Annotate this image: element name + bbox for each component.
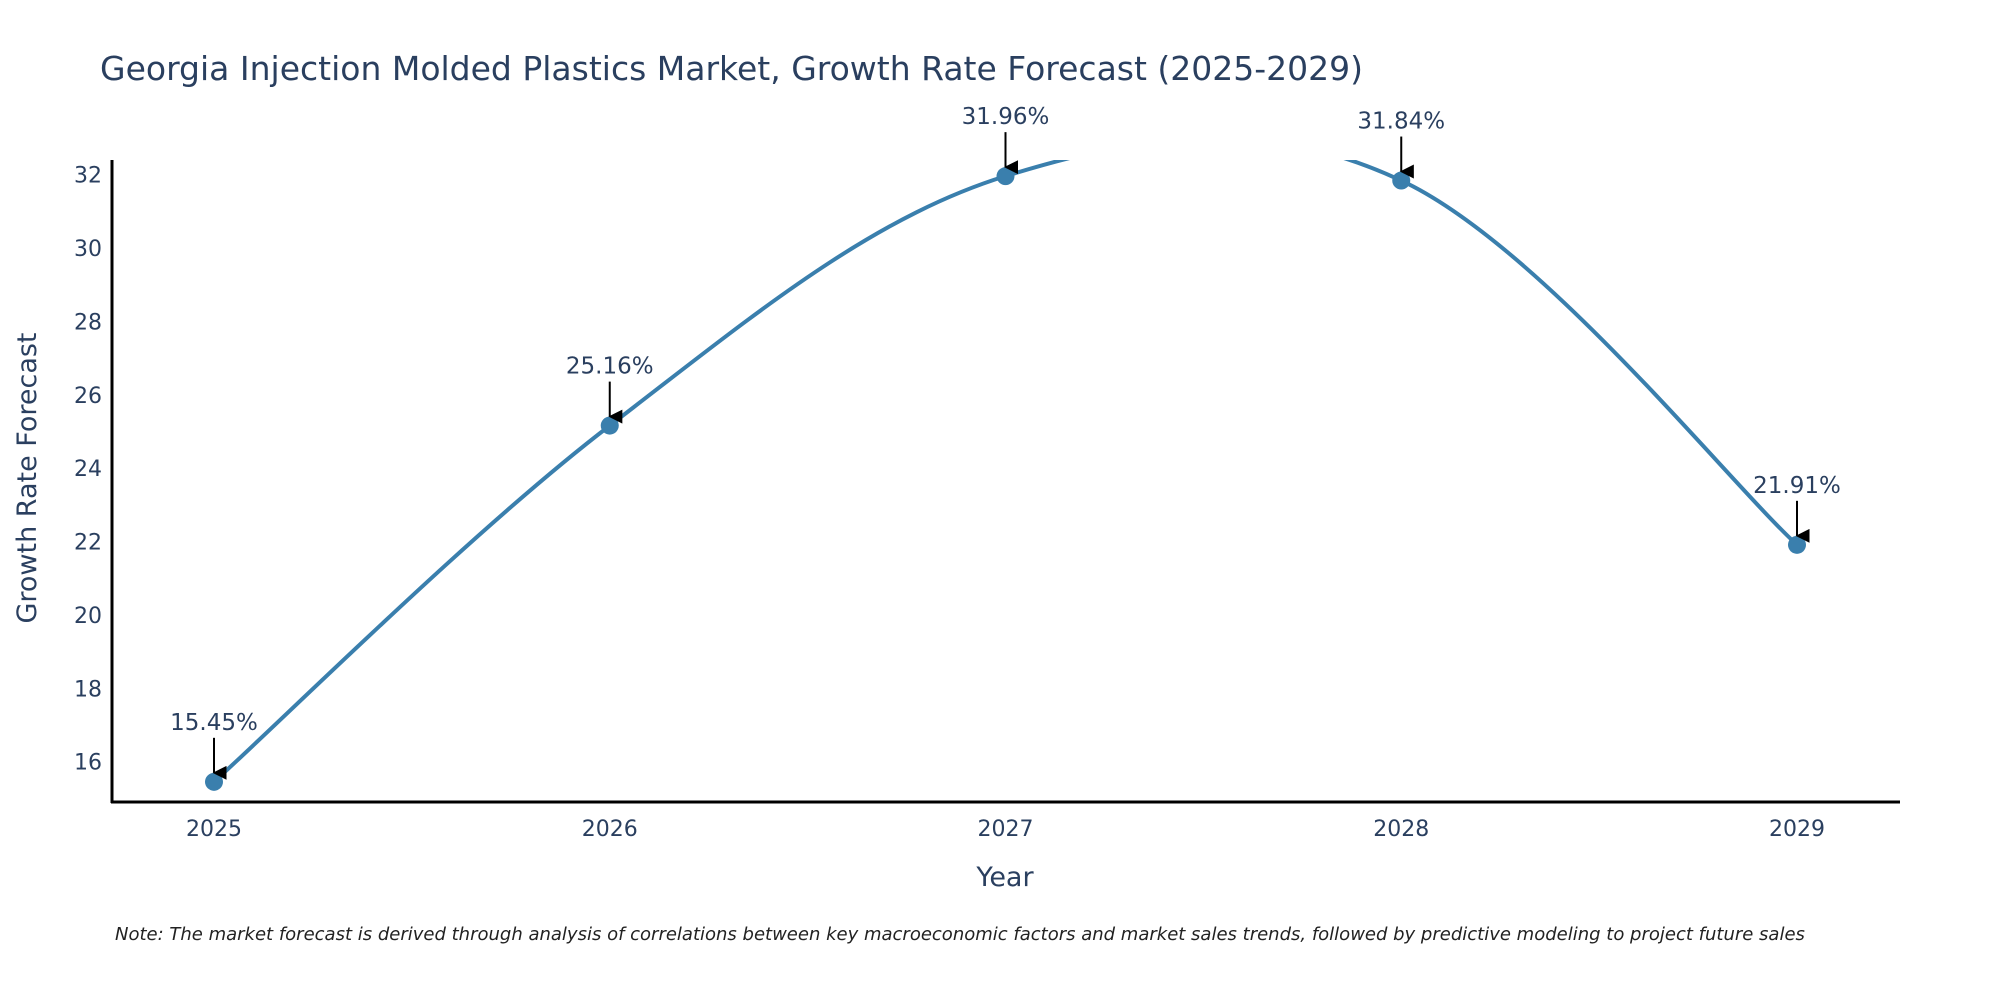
y-tick-label: 26 [74,384,102,409]
x-tick-label: 2028 [1373,817,1429,842]
data-annotations: 15.45% 25.16% 31.96% 31.84% 21.91% [170,104,1841,780]
x-tick-label: 2025 [186,817,242,842]
y-axis-title: Growth Rate Forecast [12,332,43,623]
x-axis-title: Year [975,862,1034,893]
series-line [212,160,1799,784]
y-tick-label: 32 [74,164,102,189]
y-tick-label: 18 [74,677,102,702]
data-point [600,416,619,435]
y-axis-ticks: 16 18 20 22 24 26 28 30 32 [74,164,102,776]
x-tick-label: 2026 [582,817,638,842]
y-tick-label: 30 [74,237,102,262]
data-label: 15.45% [170,710,258,736]
data-point [996,167,1015,186]
data-label: 31.84% [1357,109,1445,135]
footnote: Note: The market forecast is derived thr… [115,924,1805,945]
x-tick-label: 2027 [978,817,1034,842]
y-tick-label: 16 [74,751,102,776]
data-label: 21.91% [1753,473,1841,499]
data-point [1392,171,1411,190]
plot-area: 15.45% 25.16% 31.96% 31.84% 21.91% [170,104,1841,791]
data-label: 25.16% [566,354,654,380]
data-point [205,772,223,791]
data-label: 31.96% [962,104,1050,130]
y-tick-label: 24 [74,457,102,482]
data-point [1788,535,1806,554]
y-tick-label: 28 [74,310,102,335]
y-tick-label: 22 [74,531,102,556]
x-axis-ticks: 2025 2026 2027 2028 2029 [186,817,1825,842]
y-tick-label: 20 [74,604,102,629]
chart-title: Georgia Injection Molded Plastics Market… [100,49,1363,88]
x-tick-label: 2029 [1769,817,1825,842]
data-markers [205,167,1806,791]
